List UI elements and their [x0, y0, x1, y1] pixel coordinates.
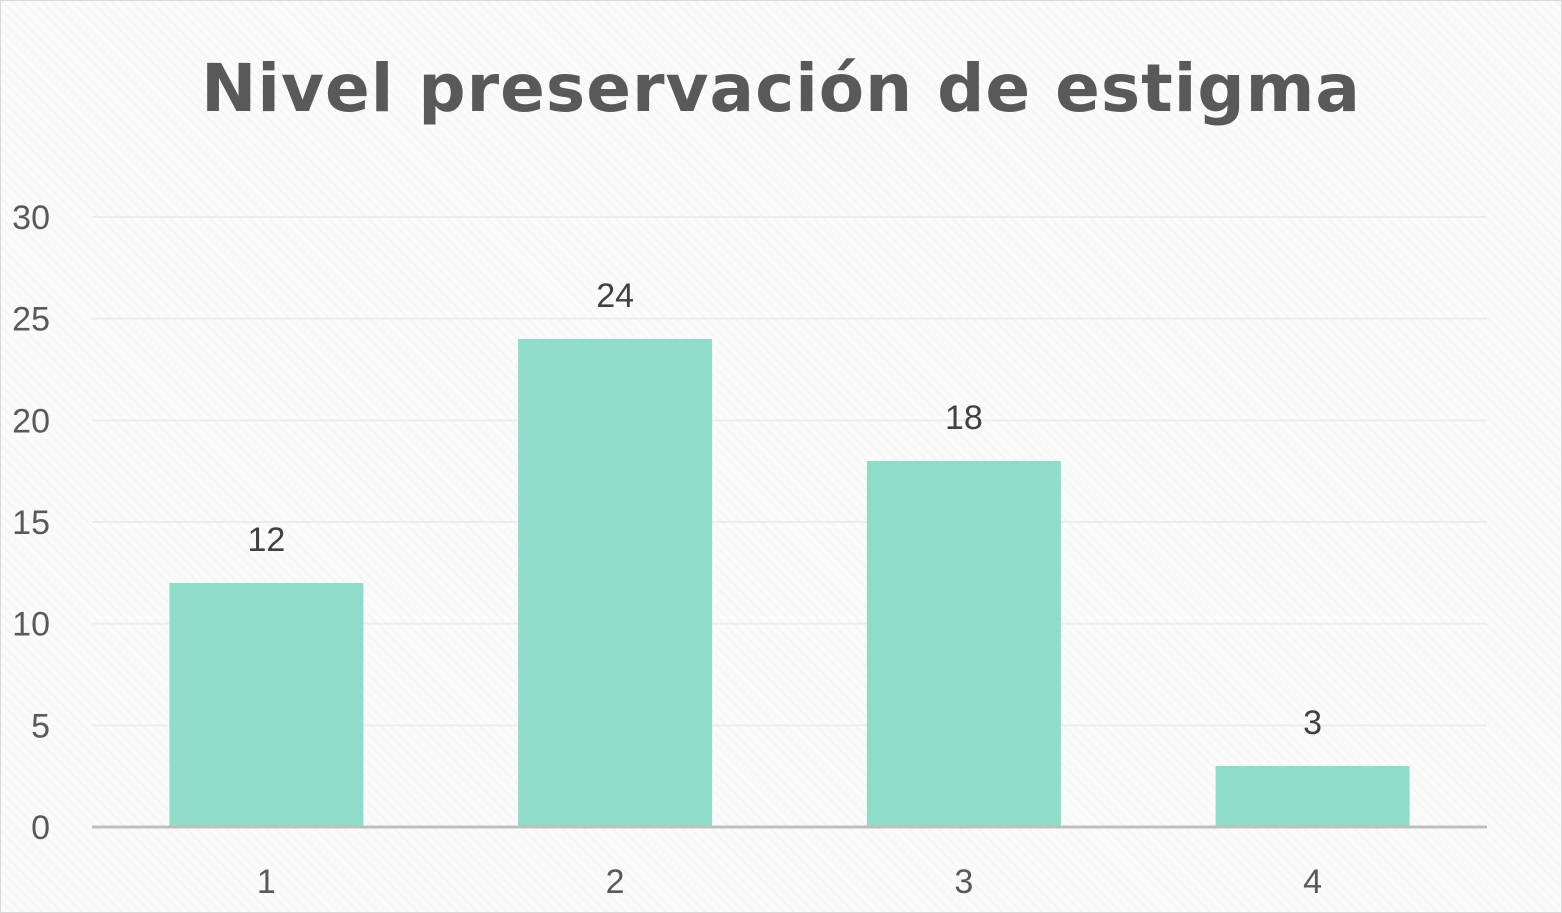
- gridlines: [92, 216, 1487, 727]
- x-tick-label: 2: [606, 863, 625, 901]
- data-label: 18: [945, 399, 983, 437]
- bar-1: [169, 583, 364, 827]
- data-labels: 12 24 18 3: [247, 277, 1322, 742]
- data-label: 12: [247, 521, 285, 559]
- y-tick-label: 10: [12, 606, 50, 644]
- data-label: 3: [1303, 704, 1322, 742]
- bars: [169, 339, 1410, 827]
- y-axis-ticks: 0 5 10 15 20 25 30: [12, 199, 50, 847]
- chart-title: Nivel preservación de estigma: [201, 50, 1361, 127]
- bar-4: [1215, 766, 1410, 827]
- data-label: 24: [596, 277, 634, 315]
- x-axis-ticks: 1 2 3 4: [257, 863, 1322, 901]
- x-tick-label: 1: [257, 863, 276, 901]
- y-tick-label: 30: [12, 199, 50, 237]
- bar-3: [866, 461, 1061, 827]
- y-tick-label: 5: [31, 707, 50, 745]
- y-tick-label: 25: [12, 301, 50, 339]
- bar-2: [518, 339, 713, 827]
- x-tick-label: 4: [1303, 863, 1322, 901]
- x-tick-label: 3: [954, 863, 973, 901]
- y-tick-label: 15: [12, 504, 50, 542]
- y-tick-label: 20: [12, 402, 50, 440]
- y-tick-label: 0: [31, 809, 50, 847]
